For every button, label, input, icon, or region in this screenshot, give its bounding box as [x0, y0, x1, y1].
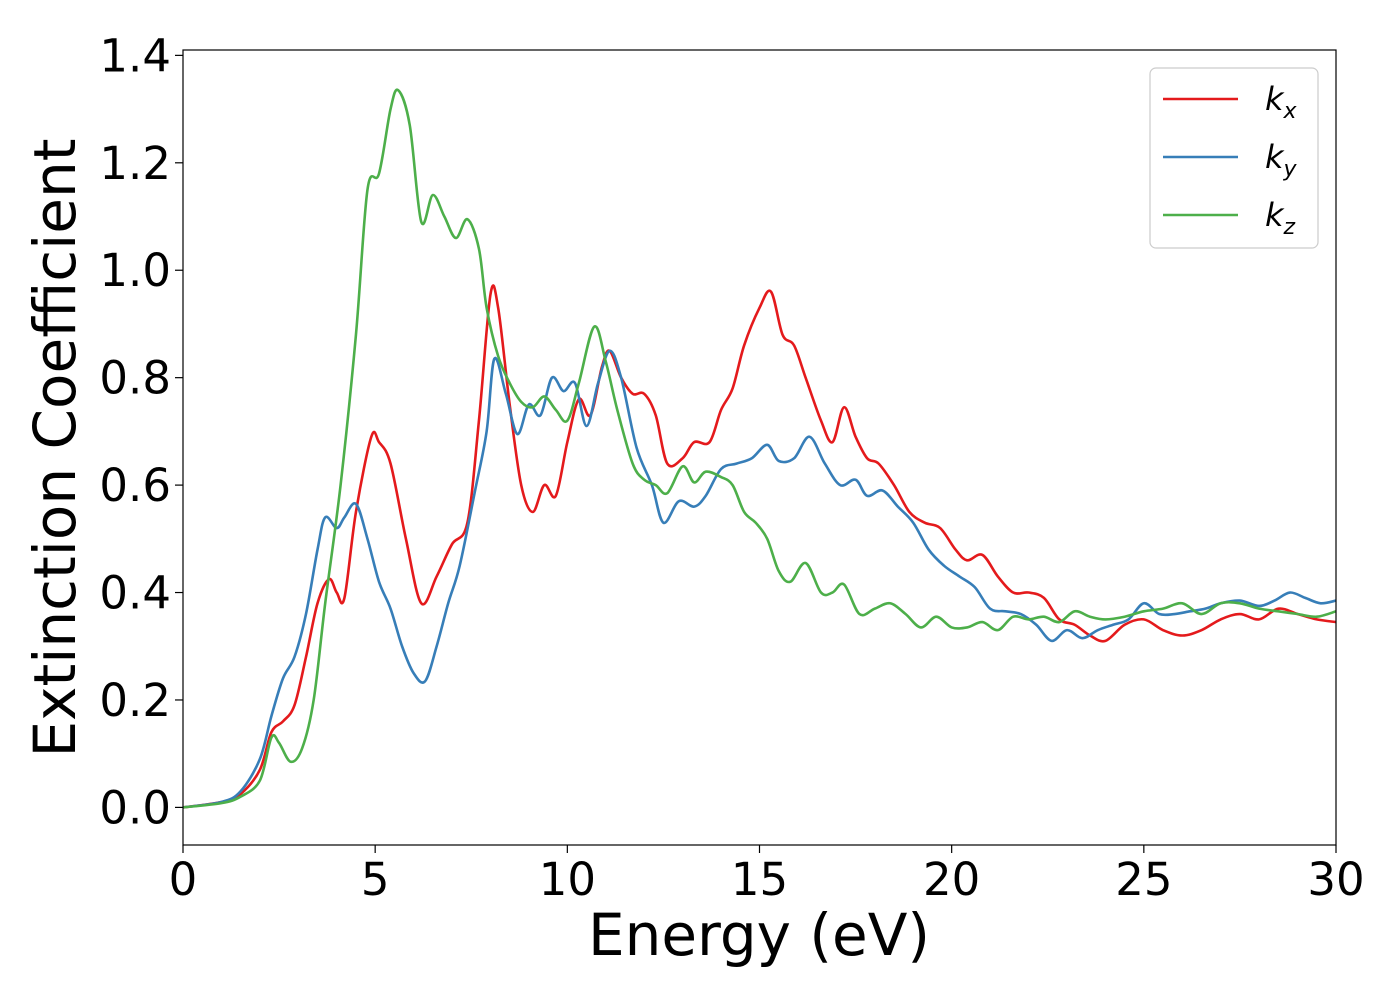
y-axis-title: Extinction Coefficient [21, 139, 89, 758]
y-tick-label: 0.2 [99, 674, 171, 727]
y-tick-label: 0.0 [99, 781, 171, 834]
x-tick-label: 15 [731, 853, 788, 906]
series-line-ky [183, 349, 1336, 809]
x-axis: 0 5 10 15 20 25 30 [169, 845, 1365, 906]
x-tick-label: 5 [361, 853, 390, 906]
y-tick-label: 0.4 [99, 567, 171, 620]
x-tick-label: 10 [539, 853, 596, 906]
x-tick-label: 30 [1307, 853, 1364, 906]
y-tick-label: 1.2 [99, 137, 171, 190]
x-axis-title: Energy (eV) [588, 901, 930, 969]
y-tick-label: 0.6 [99, 459, 171, 512]
series-line-kx [183, 284, 1336, 809]
x-tick-label: 0 [169, 853, 198, 906]
series-line-kz [183, 88, 1336, 809]
y-tick-label: 1.0 [99, 244, 171, 297]
series-layer [183, 88, 1336, 809]
y-axis: 0.0 0.2 0.4 0.6 0.8 1.0 1.2 1.4 [99, 29, 183, 834]
x-tick-label: 25 [1115, 853, 1172, 906]
y-tick-label: 0.8 [99, 352, 171, 405]
x-tick-label: 20 [923, 853, 980, 906]
y-tick-label: 1.4 [99, 29, 171, 82]
